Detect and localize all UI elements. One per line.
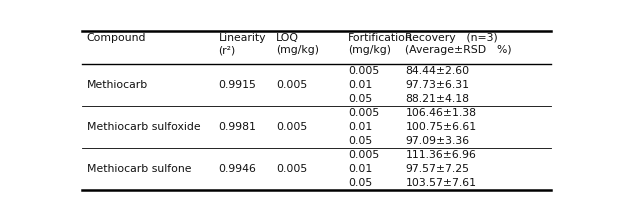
Text: (mg/kg): (mg/kg) [348, 45, 391, 55]
Text: 0.9981: 0.9981 [219, 122, 256, 132]
Text: 100.75±6.61: 100.75±6.61 [405, 122, 476, 132]
Text: 97.73±6.31: 97.73±6.31 [405, 80, 469, 90]
Text: 0.01: 0.01 [348, 80, 372, 90]
Text: 84.44±2.60: 84.44±2.60 [405, 66, 470, 76]
Text: 0.01: 0.01 [348, 164, 372, 174]
Text: 0.9915: 0.9915 [219, 80, 256, 90]
Text: 0.05: 0.05 [348, 94, 372, 104]
Text: 0.005: 0.005 [276, 80, 307, 90]
Text: 0.005: 0.005 [348, 108, 379, 118]
Text: 97.57±7.25: 97.57±7.25 [405, 164, 469, 174]
Text: 88.21±4.18: 88.21±4.18 [405, 94, 469, 104]
Text: 0.05: 0.05 [348, 136, 372, 146]
Text: 97.09±3.36: 97.09±3.36 [405, 136, 470, 146]
Text: Methiocarb: Methiocarb [87, 80, 148, 90]
Text: 0.01: 0.01 [348, 122, 372, 132]
Text: (Average±RSD %): (Average±RSD %) [405, 45, 512, 55]
Text: 0.005: 0.005 [348, 66, 379, 76]
Text: 0.005: 0.005 [348, 150, 379, 160]
Text: 0.05: 0.05 [348, 178, 372, 188]
Text: 111.36±6.96: 111.36±6.96 [405, 150, 476, 160]
Text: 0.005: 0.005 [276, 122, 307, 132]
Text: Recovery (n=3): Recovery (n=3) [405, 33, 498, 43]
Text: 0.005: 0.005 [276, 164, 307, 174]
Text: Linearity: Linearity [219, 33, 266, 43]
Text: Methiocarb sulfone: Methiocarb sulfone [87, 164, 192, 174]
Text: (mg/kg): (mg/kg) [276, 45, 319, 55]
Text: 106.46±1.38: 106.46±1.38 [405, 108, 476, 118]
Text: 103.57±7.61: 103.57±7.61 [405, 178, 476, 188]
Text: Methiocarb sulfoxide: Methiocarb sulfoxide [87, 122, 200, 132]
Text: LOQ: LOQ [276, 33, 299, 43]
Text: Fortification: Fortification [348, 33, 413, 43]
Text: 0.9946: 0.9946 [219, 164, 256, 174]
Text: Compound: Compound [87, 33, 146, 43]
Text: (r²): (r²) [219, 45, 236, 55]
